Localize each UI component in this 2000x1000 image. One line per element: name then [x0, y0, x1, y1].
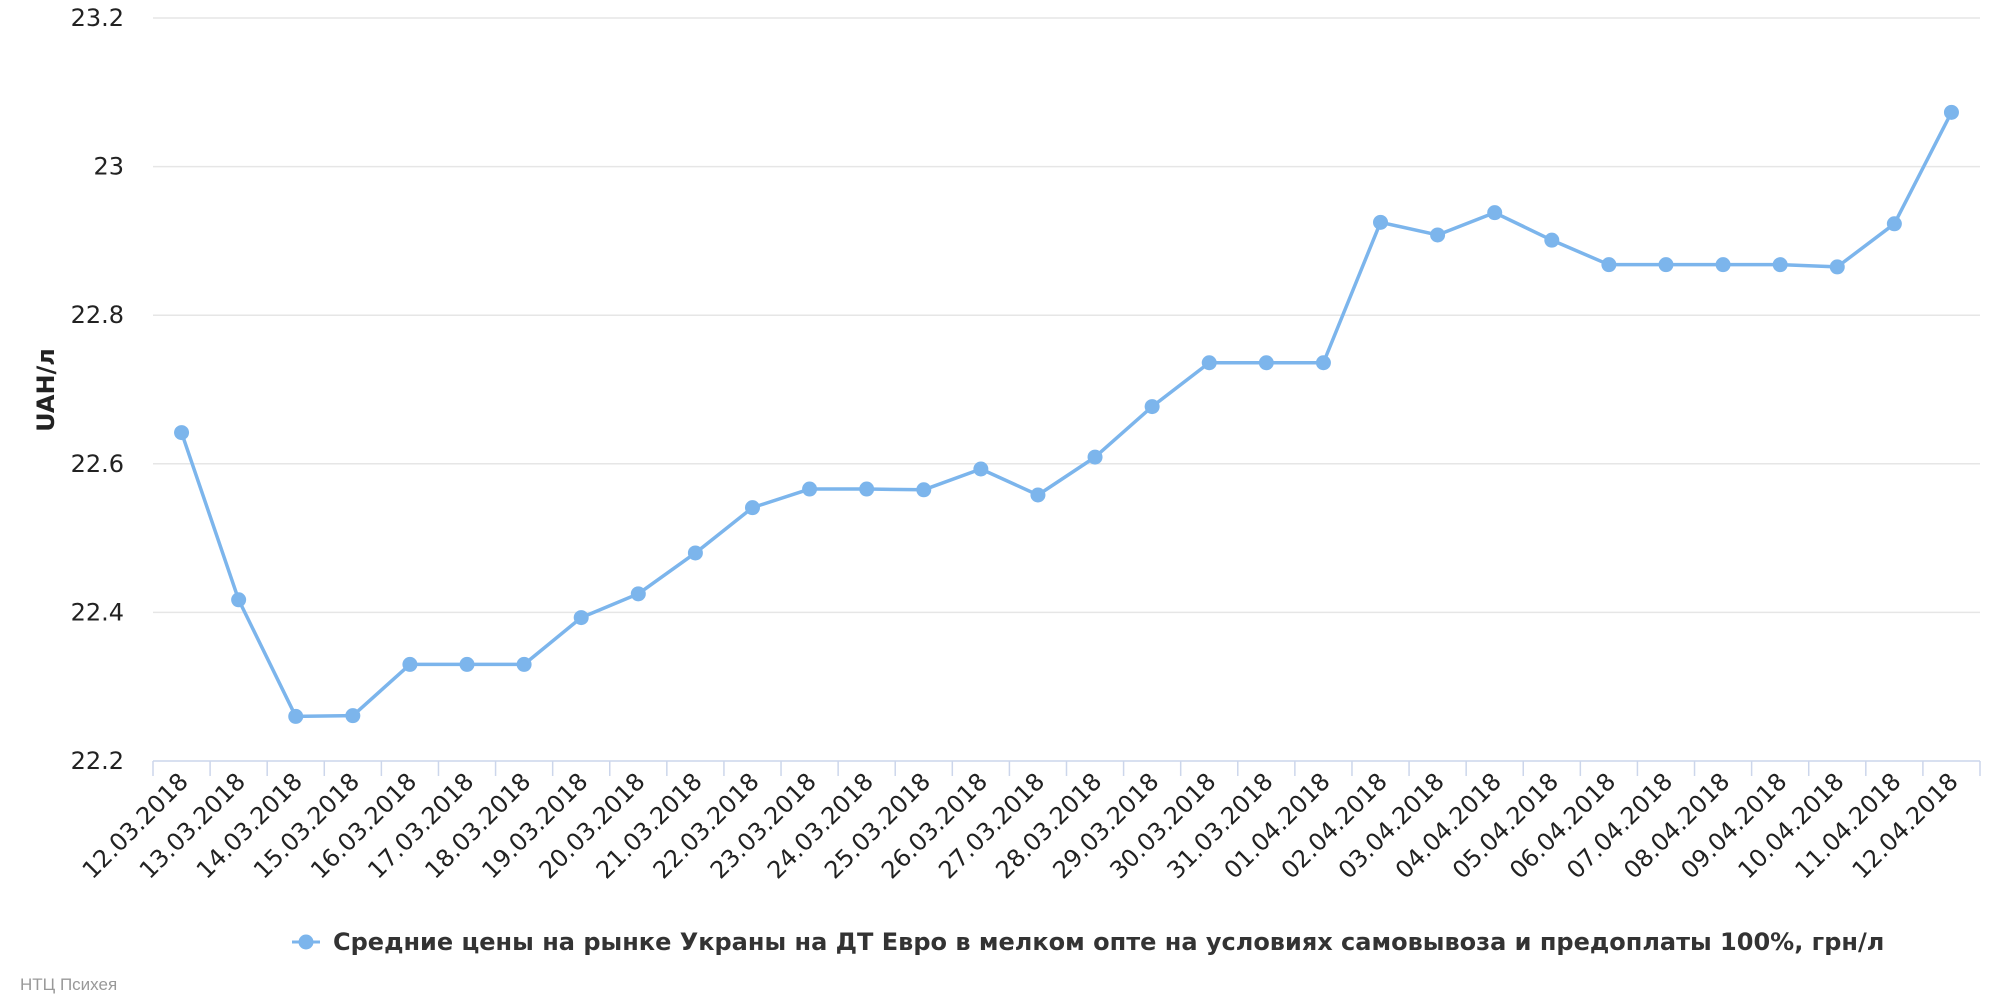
y-tick-label: 23: [93, 153, 124, 181]
credit-text[interactable]: НТЦ Психея: [20, 975, 117, 994]
data-point: [459, 656, 475, 672]
grid-lines: [153, 17, 1980, 614]
data-point: [573, 610, 589, 626]
data-point: [1201, 355, 1217, 371]
y-axis-title: UAH/л: [32, 348, 60, 432]
data-point: [1943, 104, 1959, 120]
data-point: [687, 545, 703, 561]
y-tick-label: 22.2: [71, 747, 124, 775]
series-polyline: [179, 110, 1954, 719]
legend-marker-symbol: [298, 934, 314, 950]
data-point: [1886, 216, 1902, 232]
y-tick-label: 22.6: [71, 450, 124, 478]
legend-item[interactable]: Средние цены на рынке Украны на ДТ Евро …: [292, 928, 1884, 956]
data-point: [345, 708, 361, 724]
x-axis: 12.03.201813.03.201814.03.201815.03.2018…: [77, 760, 1981, 884]
y-tick-label: 22.8: [71, 301, 124, 329]
y-tick-label: 22.4: [71, 598, 124, 626]
data-point: [630, 586, 646, 602]
data-point: [1772, 257, 1788, 273]
y-tick-label: 23.2: [71, 4, 124, 32]
data-point: [744, 500, 760, 516]
data-point: [1829, 259, 1845, 275]
data-point: [1658, 257, 1674, 273]
data-point: [916, 482, 932, 498]
data-point: [1544, 232, 1560, 248]
data-point: [1087, 449, 1103, 465]
y-axis-tick-labels: 22.2 22.4 22.6 22.8 23 23.2: [71, 4, 124, 775]
data-point: [1487, 205, 1503, 221]
series-points: [174, 104, 1959, 724]
data-point: [973, 461, 989, 477]
data-point: [1144, 399, 1160, 415]
data-point: [1601, 257, 1617, 273]
data-point: [1715, 257, 1731, 273]
data-point: [231, 592, 247, 608]
data-point: [1373, 214, 1389, 230]
data-point: [1258, 355, 1274, 371]
series-line: [179, 110, 1954, 719]
data-point: [1030, 487, 1046, 503]
data-point: [1315, 355, 1331, 371]
data-point: [802, 481, 818, 497]
data-point: [1430, 227, 1446, 243]
data-point: [288, 708, 304, 724]
data-point: [859, 481, 875, 497]
data-point: [516, 656, 532, 672]
data-point: [402, 656, 418, 672]
legend-label: Средние цены на рынке Украны на ДТ Евро …: [333, 928, 1884, 956]
data-point: [174, 425, 190, 441]
